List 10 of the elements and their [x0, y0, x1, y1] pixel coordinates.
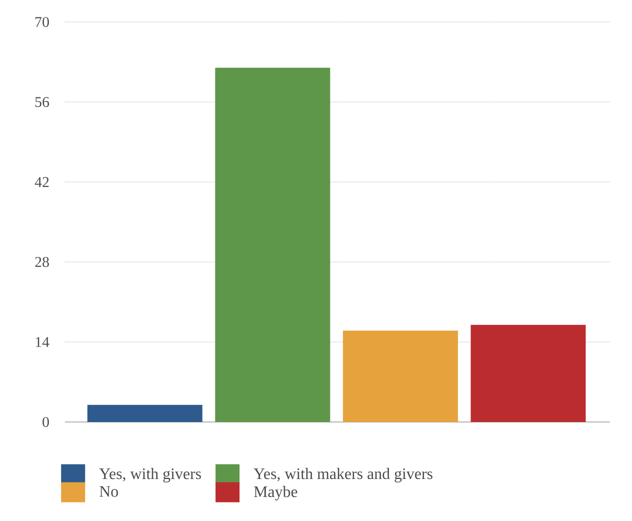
- y-tick-label: 0: [42, 416, 49, 428]
- y-tick-label: 28: [35, 256, 49, 268]
- y-tick-label: 42: [34, 177, 49, 187]
- y-tick-label: 70: [36, 16, 49, 28]
- y-tick-label: 14: [36, 337, 50, 347]
- legend-label: No: [100, 486, 118, 497]
- legend-label: Yes, with givers: [99, 468, 201, 482]
- y-tick-label: 56: [35, 96, 50, 108]
- legend-label: Yes, with makers and givers: [254, 468, 432, 482]
- legend-label: Maybe: [254, 486, 298, 500]
